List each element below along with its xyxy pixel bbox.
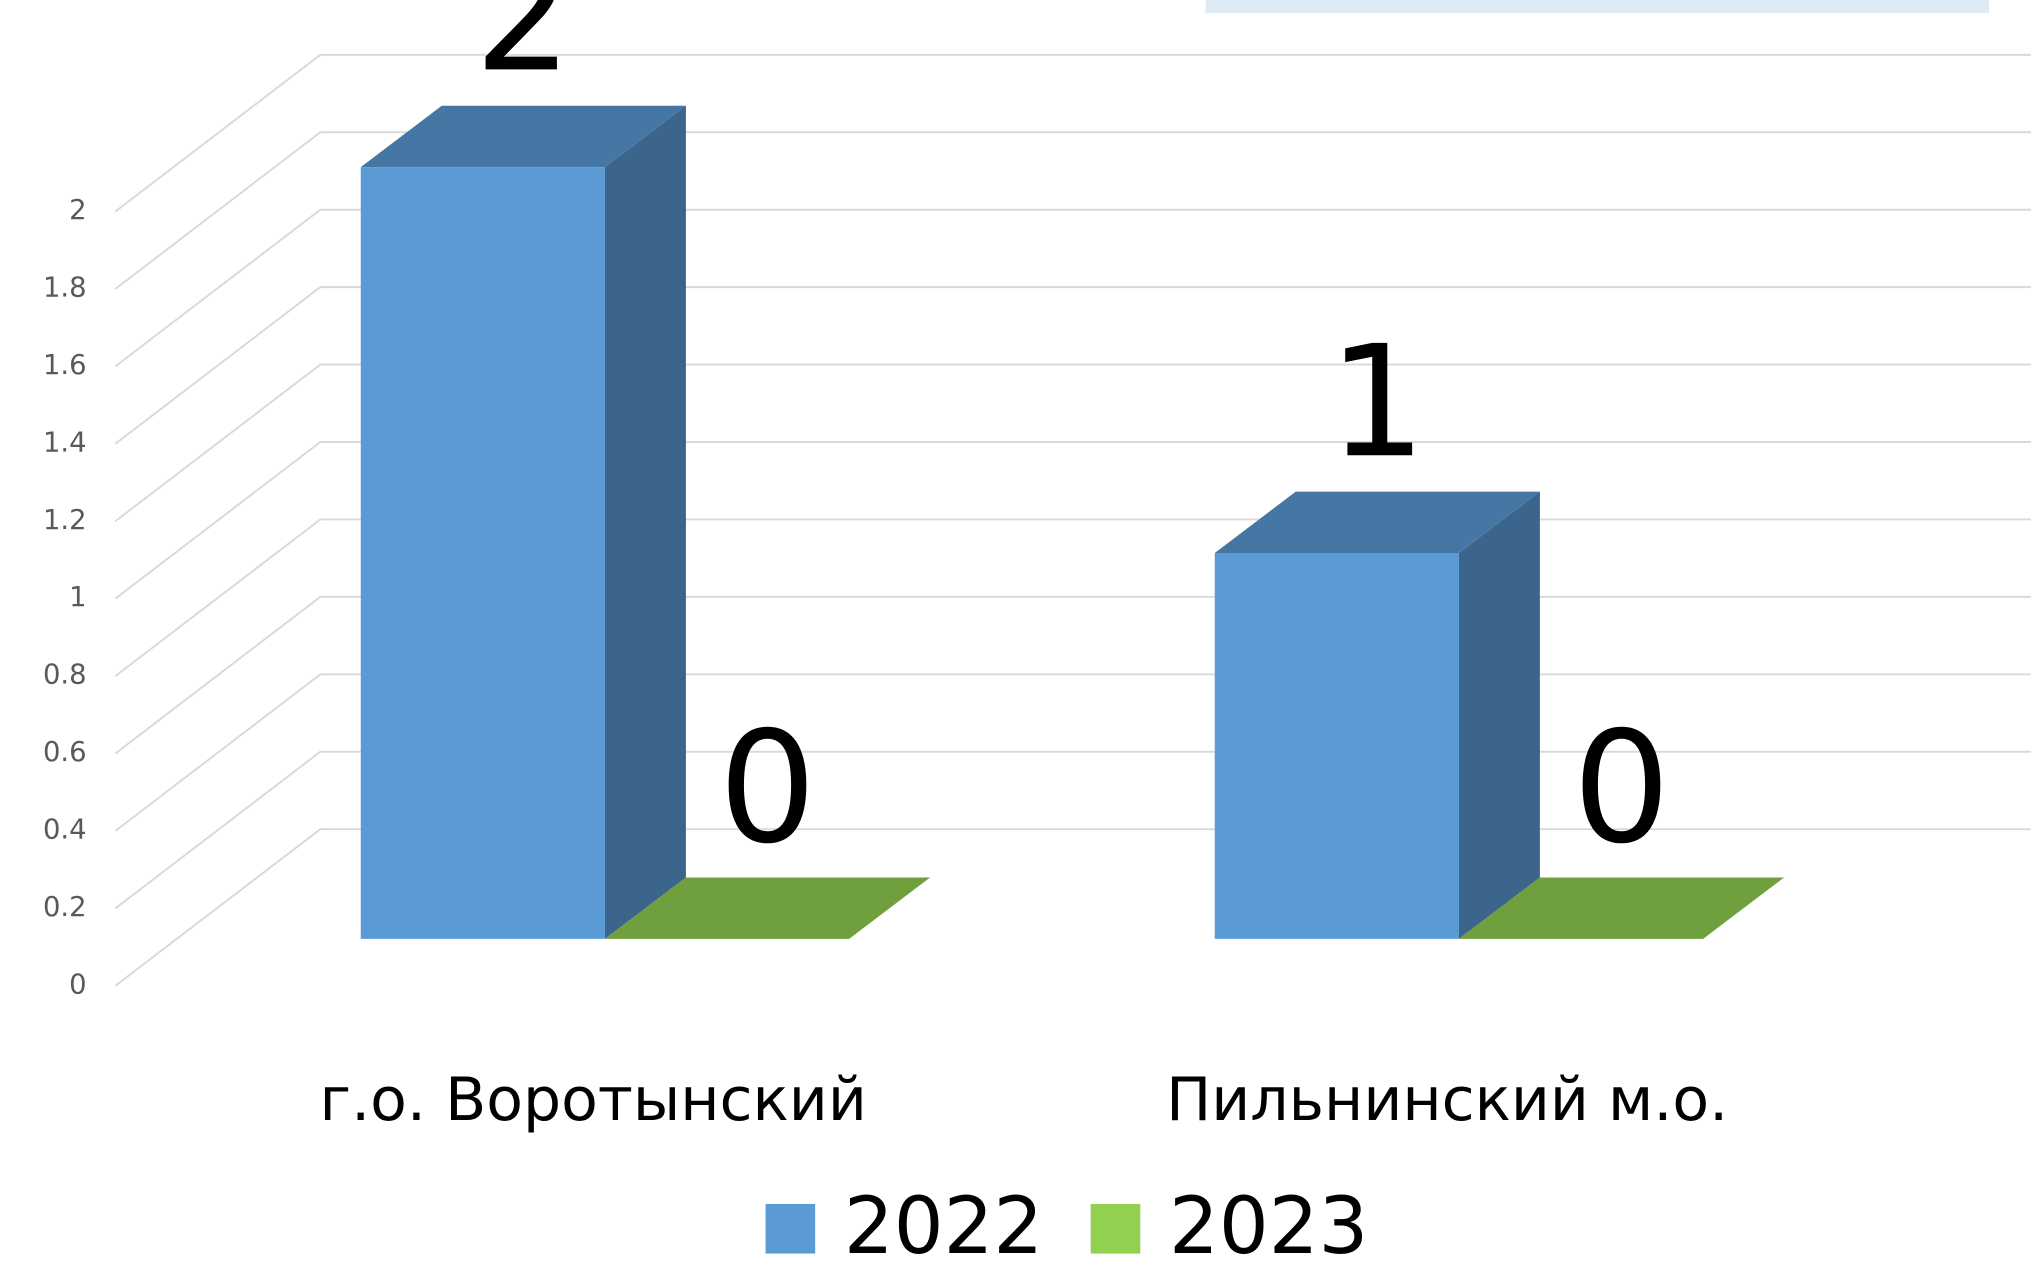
bar-top: [604, 877, 931, 939]
y-tick-label: 2: [69, 195, 86, 226]
bar-top: [360, 105, 686, 168]
y-tick-label: 0.6: [43, 737, 87, 768]
bar-front: [1214, 553, 1459, 939]
y-tick-label: 1.4: [43, 427, 87, 458]
legend-swatch: [1090, 1203, 1141, 1254]
data-label: 2: [474, 0, 572, 106]
y-tick-label: 1.2: [43, 505, 87, 536]
x-tick-label: Пильнинский м.о.: [1166, 1065, 1728, 1135]
data-label: 0: [719, 699, 817, 878]
y-tick-label: 1: [69, 582, 86, 613]
y-tick-label: 0.4: [43, 815, 87, 846]
grid-line: [114, 363, 2031, 523]
grid-line: [114, 131, 2031, 290]
x-tick-label: г.о. Воротынский: [320, 1065, 867, 1135]
y-tick-label: 1.8: [43, 272, 87, 303]
grid-line: [114, 286, 2031, 445]
y-tick-label: 0.8: [43, 660, 87, 691]
legend-label: 2023: [1169, 1181, 1368, 1264]
grid-line: [114, 208, 2031, 368]
bar-top: [1458, 877, 1785, 939]
legend-swatch: [765, 1203, 816, 1254]
data-label: 1: [1328, 313, 1426, 492]
grid-line: [114, 53, 2031, 213]
bar-front: [360, 167, 605, 939]
grid-line: [114, 441, 2031, 600]
y-tick-label: 0: [69, 969, 86, 1000]
data-label: 0: [1572, 699, 1670, 878]
y-tick-label: 1.6: [43, 350, 87, 381]
legend-label: 2022: [844, 1181, 1043, 1264]
decor-strip: [1205, 0, 1990, 14]
bar-top: [1214, 491, 1540, 553]
y-tick-label: 0.2: [43, 892, 87, 923]
bar-side: [604, 105, 686, 939]
bar-side: [1458, 491, 1540, 939]
